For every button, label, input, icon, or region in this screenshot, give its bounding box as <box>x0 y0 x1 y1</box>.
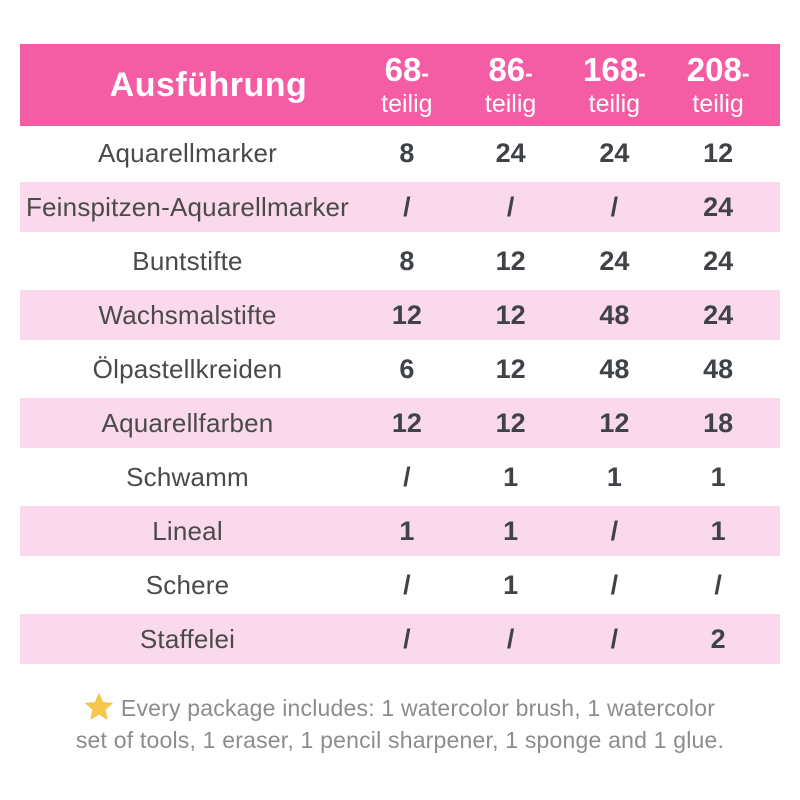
row-value: / <box>714 569 722 600</box>
row-value: 1 <box>503 515 519 546</box>
row-label: Schere <box>145 569 230 600</box>
row-value: 24 <box>495 137 526 168</box>
row-label: Staffelei <box>139 623 236 654</box>
table-row-oelpastellkreiden: Ölpastellkreiden 6 12 48 48 <box>20 342 780 396</box>
column-suffix: teilig <box>588 89 641 118</box>
note-text-line2: set of tools, 1 eraser, 1 pencil sharpen… <box>75 727 725 753</box>
column-count: 208- <box>686 50 750 88</box>
row-value: / <box>506 191 515 222</box>
row-value: 12 <box>495 407 526 438</box>
row-value: 18 <box>703 407 734 438</box>
row-value: 8 <box>399 137 415 168</box>
table-row-schere: Schere / 1 / / <box>20 558 780 612</box>
row-value: 24 <box>703 245 734 276</box>
row-label: Aquarellfarben <box>101 407 274 438</box>
row-label: Wachsmalstifte <box>98 299 277 330</box>
row-value: 2 <box>710 623 726 654</box>
row-value: 24 <box>599 137 630 168</box>
column-suffix: teilig <box>381 89 433 118</box>
row-value: / <box>610 569 619 600</box>
row-value: 1 <box>399 515 415 546</box>
row-value: 48 <box>599 353 630 384</box>
row-value: 24 <box>599 245 630 276</box>
package-note: Every package includes: 1 watercolor bru… <box>0 692 800 756</box>
row-value: / <box>403 191 411 222</box>
row-value: 48 <box>703 353 734 384</box>
row-label: Schwamm <box>126 461 249 492</box>
column-header-208-teilig: 208- teilig <box>666 50 770 118</box>
row-value: 6 <box>399 353 415 384</box>
table-row-aquarellfarben: Aquarellfarben 12 12 12 18 <box>20 396 780 450</box>
row-value: 12 <box>495 245 526 276</box>
row-label: Buntstifte <box>132 245 243 276</box>
row-value: / <box>403 623 411 654</box>
table-row-buntstifte: Buntstifte 8 12 24 24 <box>20 234 780 288</box>
row-value: / <box>506 623 515 654</box>
row-value: 12 <box>391 407 422 438</box>
product-comparison-table: Ausführung 68- teilig 86- teilig 168- te… <box>20 44 780 666</box>
column-suffix: teilig <box>484 89 537 118</box>
row-value: / <box>610 191 619 222</box>
table-row-aquarellmarker: Aquarellmarker 8 24 24 12 <box>20 126 780 180</box>
column-header-168-teilig: 168- teilig <box>563 50 667 118</box>
row-value: 24 <box>703 299 734 330</box>
row-value: 1 <box>710 461 726 492</box>
note-text-line1: Every package includes: 1 watercolor bru… <box>120 695 716 721</box>
row-value: / <box>610 623 619 654</box>
row-value: 1 <box>503 461 519 492</box>
table-row-wachsmalstifte: Wachsmalstifte 12 12 48 24 <box>20 288 780 342</box>
table-row-feinspitzen-aquarellmarker: Feinspitzen-Aquarellmarker / / / 24 <box>20 180 780 234</box>
row-value: 1 <box>710 515 726 546</box>
column-count: 168- <box>583 50 646 88</box>
column-header-68-teilig: 68- teilig <box>355 50 459 118</box>
row-value: 12 <box>391 299 422 330</box>
column-count: 86- <box>488 50 533 88</box>
row-value: 12 <box>495 299 526 330</box>
row-value: 8 <box>399 245 415 276</box>
column-header-86-teilig: 86- teilig <box>459 50 563 118</box>
row-label: Feinspitzen-Aquarellmarker <box>25 191 350 222</box>
star-icon <box>85 693 113 720</box>
row-value: / <box>610 515 619 546</box>
row-value: / <box>403 461 411 492</box>
row-label: Lineal <box>152 515 223 546</box>
row-value: / <box>403 569 411 600</box>
header-label-ausfuehrung: Ausführung <box>109 65 308 104</box>
note-line-1: Every package includes: 1 watercolor bru… <box>0 692 800 724</box>
table-row-schwamm: Schwamm / 1 1 1 <box>20 450 780 504</box>
row-value: 1 <box>503 569 519 600</box>
table-row-staffelei: Staffelei / / / 2 <box>20 612 780 666</box>
column-count: 68- <box>384 50 430 88</box>
table-row-lineal: Lineal 1 1 / 1 <box>20 504 780 558</box>
row-value: 12 <box>495 353 526 384</box>
row-value: 48 <box>599 299 630 330</box>
row-value: 1 <box>606 461 622 492</box>
row-label: Ölpastellkreiden <box>92 353 283 384</box>
column-suffix: teilig <box>692 89 744 118</box>
row-value: 12 <box>599 407 630 438</box>
row-value: 24 <box>703 191 734 222</box>
row-value: 12 <box>703 137 734 168</box>
note-line-2: set of tools, 1 eraser, 1 pencil sharpen… <box>0 724 800 756</box>
row-label: Aquarellmarker <box>97 137 278 168</box>
table-header-row: Ausführung 68- teilig 86- teilig 168- te… <box>20 44 780 126</box>
